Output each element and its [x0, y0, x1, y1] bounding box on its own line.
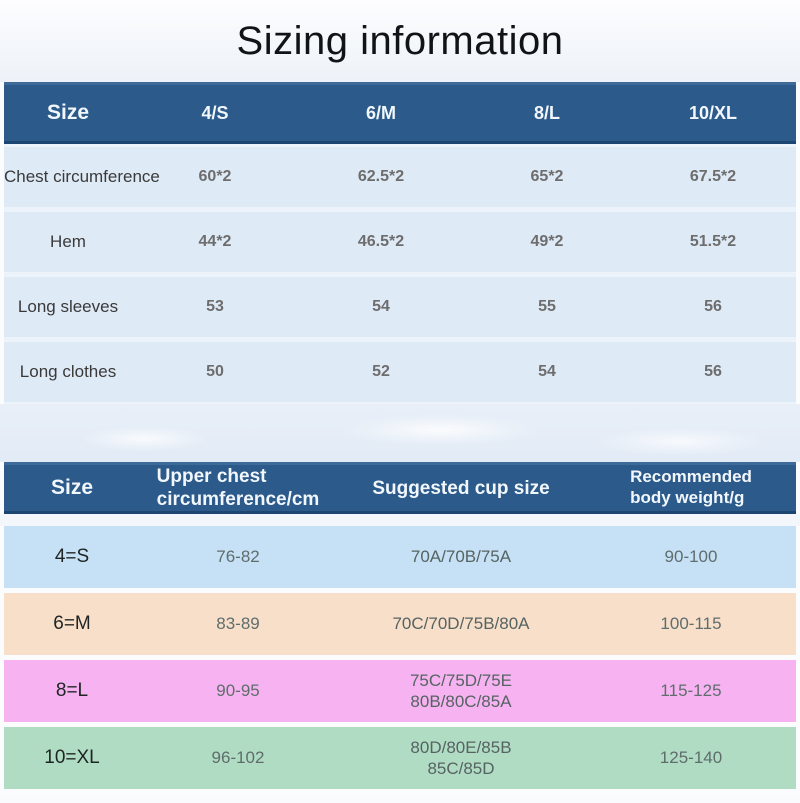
row-weight-value: 100-115 [660, 614, 722, 633]
row-cup-value: 80D/80E/85B 85C/85D [410, 737, 512, 778]
row-label: Hem [50, 232, 86, 251]
bottom-margin [0, 794, 800, 803]
row-cup-value: 75C/75D/75E 80B/80C/85A [409, 670, 513, 711]
row-weight-value: 90-100 [664, 547, 718, 566]
row-value: 53 [206, 298, 224, 315]
row-size-label: 4=S [54, 546, 90, 567]
size-table-header-8l: 8/L [533, 102, 560, 123]
size-table-header-6m: 6/M [365, 102, 396, 123]
row-value: 56 [704, 298, 722, 315]
cup-table-header-gap [0, 514, 800, 526]
cloud-background-spacer [0, 404, 800, 462]
row-value: 54 [372, 298, 390, 315]
row-value: 46.5*2 [357, 233, 405, 250]
table-row-size-m: 6=M 83-89 70C/70D/75B/80A 100-115 [4, 593, 796, 655]
cup-table-header-weight-text: Recommended body weight/g [630, 467, 752, 508]
row-value: 62.5*2 [357, 168, 405, 185]
table-row-hem: Hem 44*2 46.5*2 49*2 51.5*2 [4, 212, 796, 272]
row-size-label: 10=XL [44, 747, 100, 768]
row-label: Chest circumference [4, 167, 160, 186]
row-value: 55 [538, 298, 556, 315]
row-chest-value: 83-89 [216, 614, 260, 633]
row-value: 49*2 [530, 233, 564, 250]
cup-table-header-chest: Upper chest circumference/cm [140, 465, 336, 511]
row-chest-value: 96-102 [211, 748, 265, 767]
row-value: 44*2 [198, 233, 232, 250]
table-row-size-l: 8=L 90-95 75C/75D/75E 80B/80C/85A 115-12… [4, 660, 796, 722]
size-table-header-10xl: 10/XL [688, 102, 738, 123]
row-chest-value: 76-82 [216, 547, 260, 566]
row-cup-value: 70C/70D/75B/80A [392, 614, 530, 634]
row-value: 51.5*2 [689, 233, 737, 250]
title-bar: Sizing information [0, 0, 800, 82]
row-value: 52 [372, 363, 390, 380]
row-label: Long clothes [19, 362, 117, 381]
table-row-size-s: 4=S 76-82 70A/70B/75A 90-100 [4, 526, 796, 588]
row-value: 50 [206, 363, 224, 380]
row-label: Long sleeves [17, 297, 119, 316]
row-value: 56 [704, 363, 722, 380]
cup-table-header-weight: Recommended body weight/g [586, 467, 796, 508]
row-value: 60*2 [198, 168, 232, 185]
size-table-header-size: Size [46, 101, 90, 124]
table-row-size-xl: 10=XL 96-102 80D/80E/85B 85C/85D 125-140 [4, 727, 796, 789]
cup-table-header-cup: Suggested cup size [372, 477, 550, 499]
table-row-chest-circumference: Chest circumference 60*2 62.5*2 65*2 67.… [4, 147, 796, 207]
row-cup-value: 70A/70B/75A [410, 547, 512, 567]
page-title: Sizing information [236, 18, 564, 63]
table-row-long-clothes: Long clothes 50 52 54 56 [4, 342, 796, 402]
row-weight-value: 125-140 [659, 748, 723, 767]
size-table-header-4s: 4/S [201, 102, 229, 123]
cup-table-header: Size Upper chest circumference/cm Sugges… [4, 462, 796, 514]
row-value: 67.5*2 [689, 168, 737, 185]
size-table-body: Chest circumference 60*2 62.5*2 65*2 67.… [4, 144, 796, 404]
cup-table-header-size: Size [50, 476, 94, 500]
row-size-label: 8=L [55, 680, 89, 701]
row-chest-value: 90-95 [216, 681, 260, 700]
row-value: 54 [538, 363, 556, 380]
cup-table-header-chest-text: Upper chest circumference/cm [156, 466, 320, 511]
row-weight-value: 115-125 [660, 681, 722, 700]
table-row-long-sleeves: Long sleeves 53 54 55 56 [4, 277, 796, 337]
row-value: 65*2 [530, 168, 564, 185]
row-size-label: 6=M [53, 613, 91, 634]
size-table-header: Size 4/S 6/M 8/L 10/XL [4, 82, 796, 144]
